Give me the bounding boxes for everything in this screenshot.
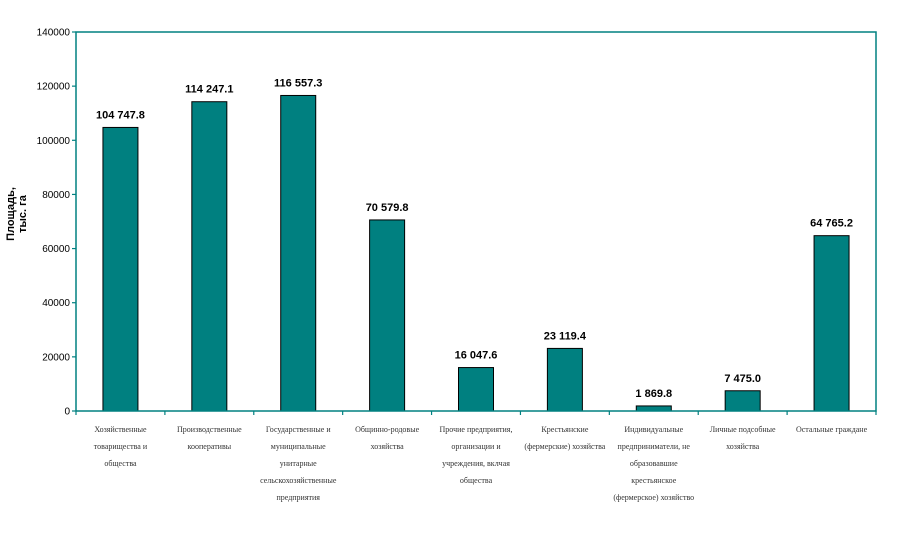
x-category-label: Прочие предприятия, организации и учрежден… bbox=[434, 421, 518, 489]
x-category-label-line: хозяйства bbox=[370, 442, 404, 451]
y-tick-label: 100000 bbox=[37, 136, 71, 147]
data-labels: 104 747.8 114 247.1 116 557.3 70 579.8 16 04… bbox=[96, 77, 853, 399]
y-tick-label: 40000 bbox=[42, 298, 70, 309]
x-category-label: Личные подсобные хозяйства bbox=[701, 421, 785, 455]
x-category-label-line: Общинно-родовые bbox=[355, 425, 420, 434]
bar bbox=[813, 235, 850, 412]
x-category-label-line: Личные подсобные bbox=[709, 425, 776, 434]
x-category-label-line: Индивидуальные bbox=[624, 425, 684, 434]
x-category-label: Остальные граждане bbox=[790, 421, 874, 438]
x-category-label-line: образовавшие bbox=[629, 459, 678, 468]
x-category-label-line: Остальные граждане bbox=[795, 425, 868, 434]
x-category-label-line: сельскохозяйственные bbox=[260, 476, 337, 485]
x-category-label-line: общества bbox=[459, 476, 493, 485]
x-category-label: Производственные кооперативы bbox=[167, 421, 251, 455]
y-tick-label: 140000 bbox=[37, 28, 71, 39]
x-category-label-line: кооперативы bbox=[187, 442, 232, 451]
x-category-label-line: общества bbox=[104, 459, 137, 468]
bar bbox=[102, 126, 139, 412]
y-axis-title-line: тыс. га bbox=[17, 194, 29, 233]
y-tick-label: 60000 bbox=[42, 244, 70, 255]
bar-value-label: 114 247.1 bbox=[185, 84, 233, 96]
x-category-label-line: Прочие предприятия, bbox=[439, 425, 513, 434]
x-category-label: Крестьянские (фермерские) хозяйства bbox=[523, 421, 607, 455]
x-category-label-line: Хозяйственные bbox=[94, 425, 147, 434]
x-category-label-line: учреждения, вклчая bbox=[442, 459, 510, 468]
y-axis-label: Площадь,тыс. га bbox=[5, 187, 29, 241]
x-category-label-line: предприниматели, не bbox=[617, 442, 690, 451]
x-category-label: Общинно-родовые хозяйства bbox=[345, 421, 429, 455]
y-tick-label: 120000 bbox=[37, 82, 71, 93]
x-category-label-line: хозяйства bbox=[726, 442, 760, 451]
x-category-label: Индивидуальные предприниматели, не образов… bbox=[612, 421, 696, 506]
x-axis-ticks bbox=[75, 411, 877, 415]
x-category-label-line: муниципальные bbox=[270, 442, 326, 451]
y-axis-ticks: 0 20000 40000 60000 80000 100000 120000 140000 bbox=[37, 28, 76, 418]
bar bbox=[635, 405, 672, 412]
x-category-label-line: товарищества и bbox=[93, 442, 148, 451]
bar bbox=[546, 347, 583, 412]
bars bbox=[102, 94, 850, 412]
x-category-label: Хозяйственные товарищества и общества bbox=[78, 421, 162, 472]
bar-value-label: 7 475.0 bbox=[724, 373, 761, 385]
bar bbox=[280, 94, 317, 412]
x-category-label-line: Государственные и bbox=[265, 425, 331, 434]
x-category-label-line: (фермерские) хозяйства bbox=[524, 442, 606, 451]
bar-value-label: 116 557.3 bbox=[274, 77, 322, 89]
y-tick-label: 80000 bbox=[42, 190, 70, 201]
bar-value-label: 104 747.8 bbox=[96, 109, 145, 121]
x-category-label-line: (фермерское) хозяйство bbox=[613, 493, 695, 502]
bar-value-label: 1 869.8 bbox=[635, 388, 672, 400]
bar-value-label: 70 579.8 bbox=[366, 202, 409, 214]
bar bbox=[724, 390, 761, 412]
bar bbox=[369, 219, 406, 412]
plot-area-frame bbox=[75, 31, 877, 412]
x-category-label-line: организации и bbox=[451, 442, 501, 451]
x-category-label-line: унитарные bbox=[279, 459, 317, 468]
x-category-label-line: предприятия bbox=[276, 493, 320, 502]
bar-value-label: 23 119.4 bbox=[544, 330, 587, 342]
y-axis-title: Площадь,тыс. га bbox=[5, 187, 29, 241]
bar-value-label: 16 047.6 bbox=[455, 350, 498, 362]
x-category-label-line: Производственные bbox=[177, 425, 242, 434]
y-tick-label: 0 bbox=[64, 407, 70, 418]
y-axis-title-line: Площадь, bbox=[5, 187, 17, 241]
bar bbox=[458, 367, 494, 412]
bar-value-label: 64 765.2 bbox=[810, 218, 853, 230]
bar bbox=[191, 101, 228, 412]
x-category-label: Государственные и муниципальные унитарные с… bbox=[256, 421, 340, 506]
y-tick-label: 20000 bbox=[42, 352, 70, 363]
x-category-label-line: крестьянское bbox=[631, 476, 677, 485]
x-category-label-line: Крестьянские bbox=[541, 425, 589, 434]
